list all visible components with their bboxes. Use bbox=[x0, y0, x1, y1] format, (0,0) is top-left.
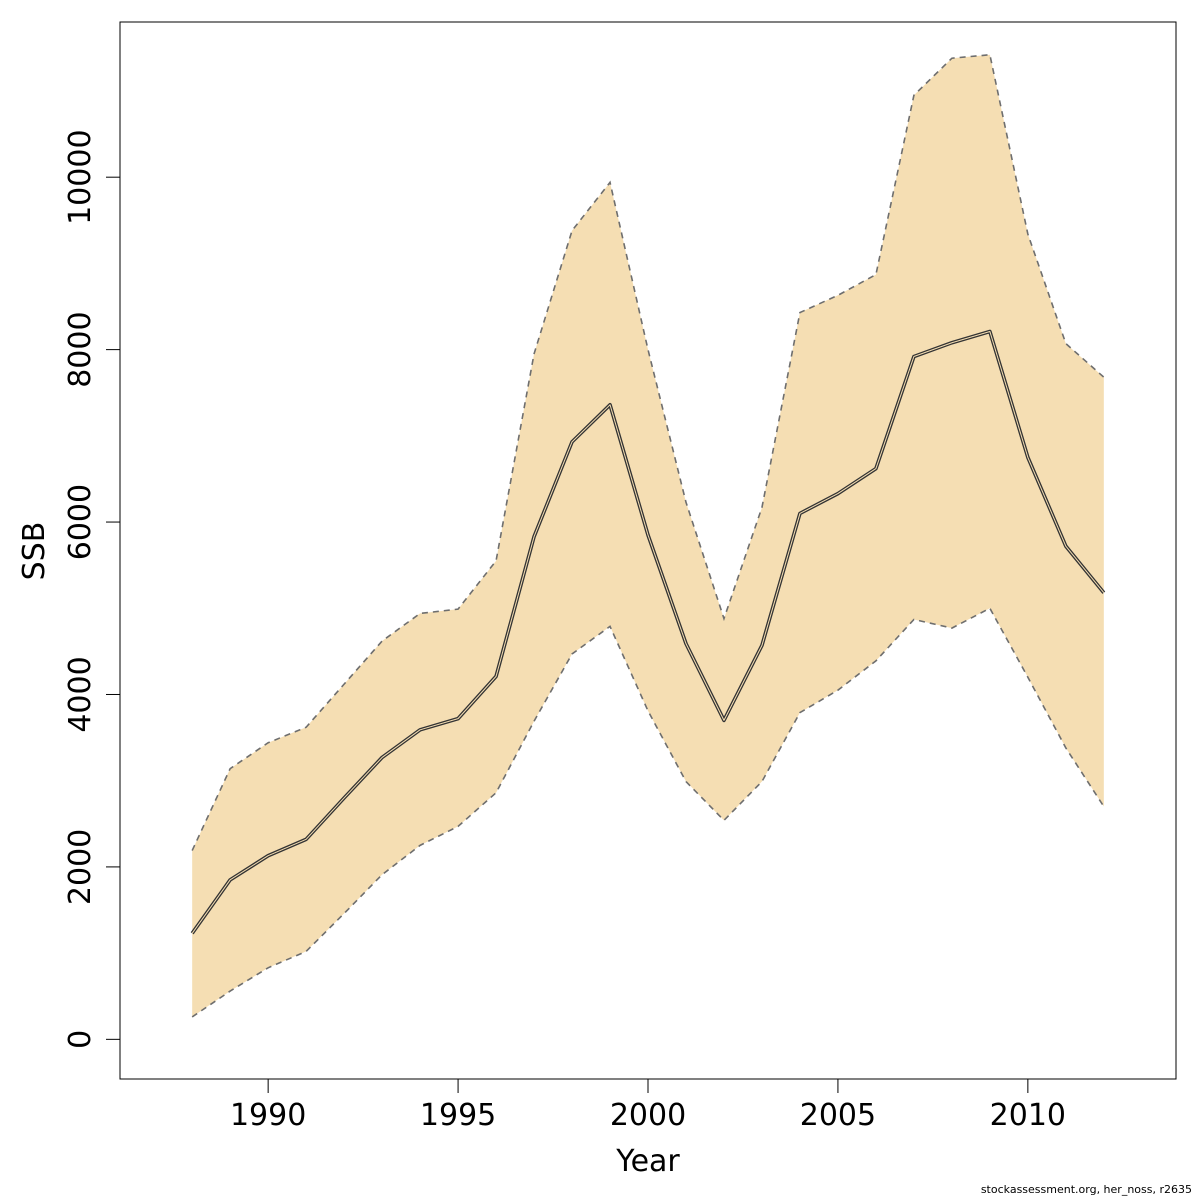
y-tick-label: 8000 bbox=[63, 311, 98, 387]
confidence-bounds-layer bbox=[191, 53, 1105, 1018]
upper-bound-line bbox=[191, 53, 1105, 851]
y-tick-label: 0 bbox=[63, 1030, 98, 1049]
x-axis: 1990 1995 2000 2005 2010 bbox=[230, 1078, 1066, 1133]
y-axis: 0 2000 4000 6000 8000 10000 bbox=[63, 129, 121, 1049]
x-tick-label: 2010 bbox=[990, 1098, 1066, 1133]
y-axis-title: SSB bbox=[17, 522, 52, 581]
x-tick-label: 2000 bbox=[610, 1098, 686, 1133]
y-tick-label: 6000 bbox=[63, 484, 98, 560]
y-tick-label: 10000 bbox=[63, 129, 98, 224]
y-tick-label: 2000 bbox=[63, 829, 98, 905]
x-tick-label: 1990 bbox=[230, 1098, 306, 1133]
source-footnote: stockassessment.org, her_noss, r2635 bbox=[980, 1183, 1192, 1196]
lower-bound-line bbox=[191, 607, 1105, 1018]
ssb-estimate-line-highlight bbox=[191, 331, 1105, 934]
y-tick-label: 4000 bbox=[63, 656, 98, 732]
x-tick-label: 2005 bbox=[800, 1098, 876, 1133]
x-axis-title: Year bbox=[615, 1144, 680, 1179]
ssb-estimate-layer bbox=[190, 329, 1106, 935]
x-tick-label: 1995 bbox=[420, 1098, 496, 1133]
